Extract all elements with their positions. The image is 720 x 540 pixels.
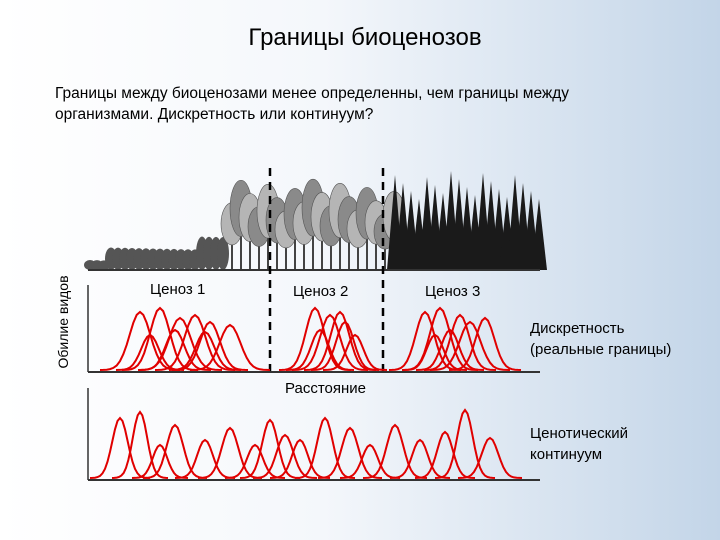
curve [362,423,428,479]
curve [115,333,185,371]
cenosis-label: Ценоз 1 [150,281,205,298]
curve [339,443,401,479]
curve [89,416,151,479]
vegetation [84,171,547,270]
curve [171,320,249,371]
curve [278,306,352,371]
curve [457,436,523,479]
continuum-label: континуум [530,446,602,463]
curve [239,418,301,479]
discrete-label: (реальные границы) [530,341,671,358]
cenosis-label: Ценоз 2 [293,283,348,300]
curve [197,426,263,479]
curve [142,423,208,479]
continuum-label: Ценотический [530,425,628,442]
curve [189,323,271,371]
subtitle-line: организмами. Дискретность или континуум? [55,106,374,123]
title: Границы биоценозов [248,24,481,51]
spruce [531,199,547,270]
curve [131,443,189,479]
subtitle-line: Границы между биоценозами менее определе… [55,85,569,102]
curve [423,313,497,371]
curve [111,410,169,479]
curve [291,313,369,371]
curve [322,333,388,371]
curve [303,310,377,371]
y-axis-label: Обилие видов [55,275,71,368]
curve [388,310,462,371]
curve [168,330,242,371]
curve [252,433,318,479]
cenosis-label: Ценоз 3 [425,283,480,300]
curve [269,438,331,479]
curve [434,408,496,479]
curve [285,328,355,371]
x-axis-label: Расстояние [285,380,366,397]
curve [138,328,212,371]
curve [294,416,356,479]
curve [429,320,511,371]
curves [89,306,523,479]
curve [415,328,485,371]
curve [174,438,236,479]
curve [448,316,522,371]
shrub [217,237,229,270]
curve [414,430,476,479]
discrete-label: Дискретность [530,320,625,337]
curve [154,313,236,371]
